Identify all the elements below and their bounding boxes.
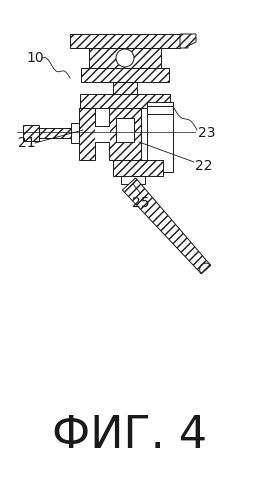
Bar [121,176,145,184]
Text: ФИГ. 4: ФИГ. 4 [53,414,207,458]
Bar [80,94,170,108]
Text: 25: 25 [132,196,150,210]
Bar [95,126,109,142]
Polygon shape [180,34,196,48]
Bar [79,108,95,160]
Bar [70,34,180,48]
Text: 10: 10 [26,51,44,65]
Bar [147,106,173,114]
Bar [89,48,161,68]
Bar [147,102,173,172]
Bar [109,108,141,160]
Polygon shape [122,178,211,274]
Bar [71,123,79,143]
Bar [81,68,169,82]
Bar [116,118,134,142]
Text: 23: 23 [198,126,216,140]
Text: 21: 21 [18,136,36,150]
Bar [39,128,79,138]
Text: 22: 22 [195,159,212,173]
Bar [113,160,163,176]
Bar [23,125,39,141]
Bar [113,82,137,94]
Circle shape [116,49,134,67]
